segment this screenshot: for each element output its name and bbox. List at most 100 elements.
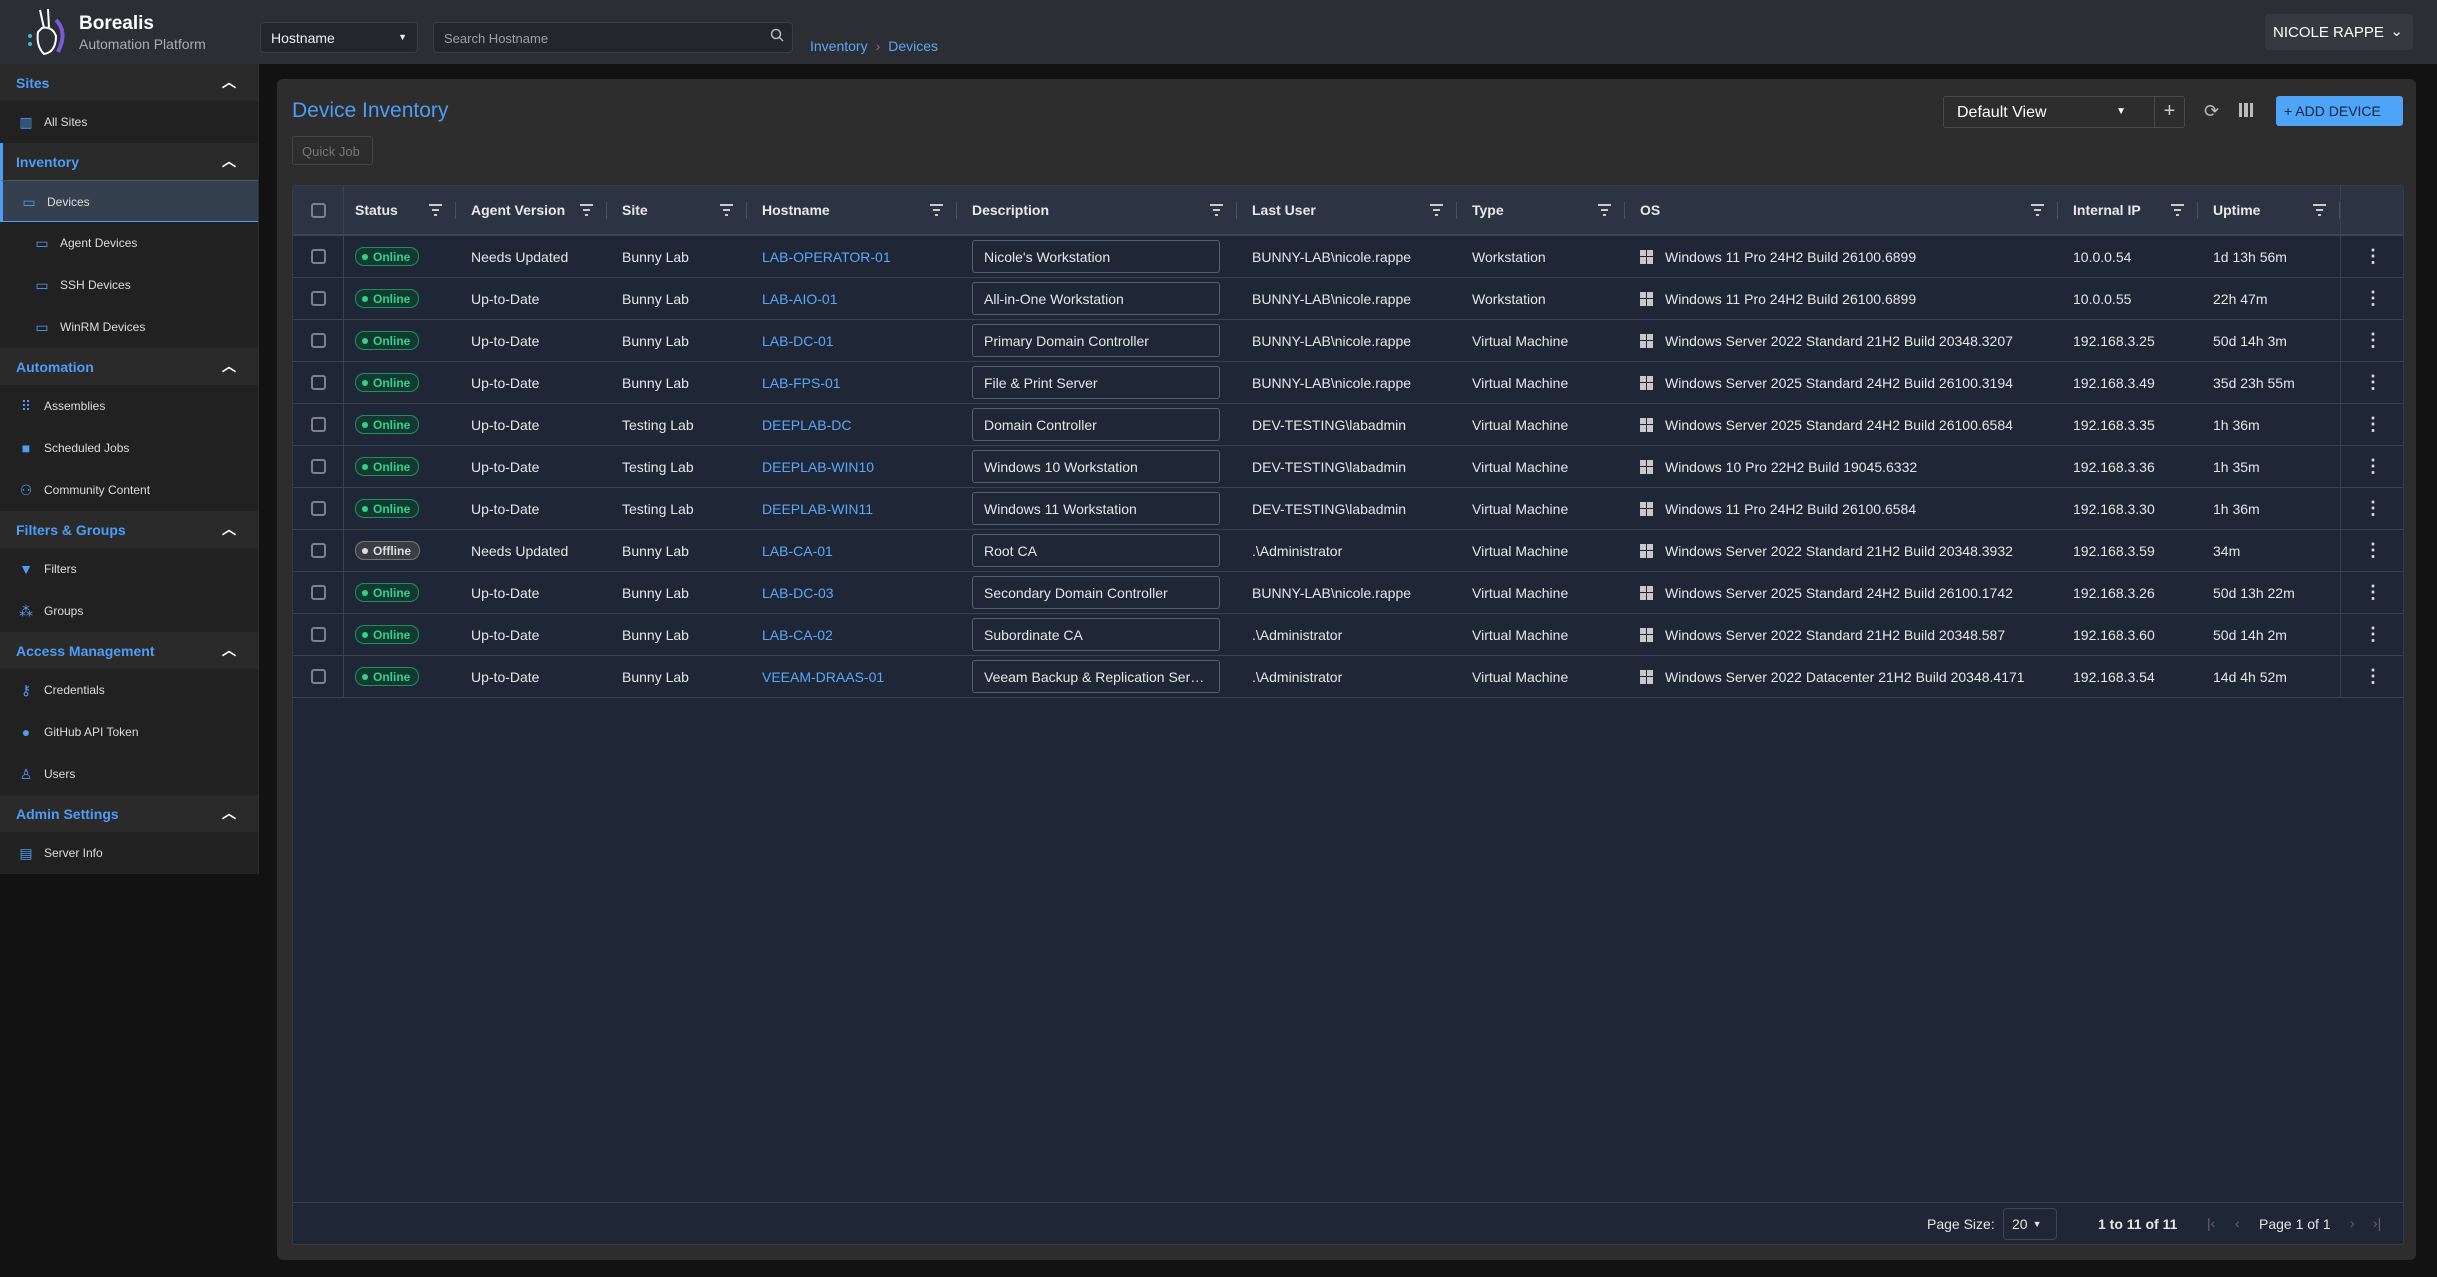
sidebar-item-agent-devices[interactable]: ▭ Agent Devices (0, 222, 258, 264)
first-page-icon[interactable]: |‹ (2207, 1215, 2216, 1231)
description-input[interactable]: Domain Controller (972, 408, 1220, 441)
chevron-up-icon[interactable]: ︿ (222, 521, 236, 537)
hostname-link[interactable]: LAB-AIO-01 (762, 290, 838, 307)
chevron-up-icon[interactable]: ︿ (222, 805, 236, 821)
filter-icon[interactable] (580, 203, 593, 216)
sidebar-item-all-sites[interactable]: ▥ All Sites (0, 101, 258, 143)
description-input[interactable]: Windows 11 Workstation (972, 492, 1220, 525)
sidebar-section-inventory[interactable]: Inventory ︿ (0, 143, 258, 180)
column-header-last-user[interactable]: Last User (1237, 186, 1457, 234)
row-checkbox[interactable] (310, 417, 326, 432)
page-size-select[interactable]: 20 ▼ (2003, 1208, 2057, 1240)
more-vert-icon[interactable]: ⋮ (2364, 582, 2382, 602)
row-checkbox[interactable] (310, 249, 326, 264)
column-header-agent-version[interactable]: Agent Version (456, 186, 607, 234)
select-all-checkbox[interactable] (310, 202, 326, 218)
prev-page-icon[interactable]: ‹ (2235, 1215, 2240, 1231)
row-checkbox[interactable] (310, 291, 326, 306)
description-input[interactable]: File & Print Server (972, 366, 1220, 399)
column-header-site[interactable]: Site (607, 186, 747, 234)
filter-icon[interactable] (2171, 203, 2184, 216)
hostname-link[interactable]: LAB-CA-02 (762, 626, 833, 643)
hostname-link[interactable]: VEEAM-DRAAS-01 (762, 668, 885, 685)
sidebar-section-access-management[interactable]: Access Management ︿ (0, 632, 258, 669)
add-view-button[interactable]: + (2154, 97, 2184, 127)
quick-job-button[interactable]: Quick Job (292, 136, 373, 165)
sidebar-section-filters-groups[interactable]: Filters & Groups ︿ (0, 511, 258, 548)
table-row[interactable]: Online Up-to-Date Testing Lab DEEPLAB-WIN10… (293, 446, 2403, 488)
chevron-up-icon[interactable]: ︿ (222, 153, 236, 169)
row-checkbox[interactable] (310, 333, 326, 348)
sidebar-section-sites[interactable]: Sites ︿ (0, 64, 258, 101)
hostname-link[interactable]: DEEPLAB-DC (762, 416, 852, 433)
sidebar-section-automation[interactable]: Automation ︿ (0, 348, 258, 385)
hostname-link[interactable]: LAB-DC-03 (762, 584, 834, 601)
column-header-internal-ip[interactable]: Internal IP (2058, 186, 2198, 234)
sidebar-item-scheduled-jobs[interactable]: ■ Scheduled Jobs (0, 427, 258, 469)
filter-icon[interactable] (930, 203, 943, 216)
table-row[interactable]: Online Up-to-Date Bunny Lab LAB-AIO-01 All-i… (293, 278, 2403, 320)
sidebar-item-credentials[interactable]: ⚷ Credentials (0, 669, 258, 711)
sidebar-item-groups[interactable]: ⁂ Groups (0, 590, 258, 632)
hostname-link[interactable]: DEEPLAB-WIN10 (762, 458, 875, 475)
hostname-link[interactable]: LAB-DC-01 (762, 332, 834, 349)
filter-icon[interactable] (1210, 203, 1223, 216)
more-vert-icon[interactable]: ⋮ (2364, 372, 2382, 392)
sidebar-item-winrm-devices[interactable]: ▭ WinRM Devices (0, 306, 258, 348)
filter-icon[interactable] (429, 203, 442, 216)
filter-icon[interactable] (1598, 203, 1611, 216)
table-row[interactable]: Online Up-to-Date Bunny Lab LAB-DC-01 Primar… (293, 320, 2403, 362)
hostname-link[interactable]: DEEPLAB-WIN11 (762, 500, 873, 517)
sidebar-item-assemblies[interactable]: ⠿ Assemblies (0, 385, 258, 427)
more-vert-icon[interactable]: ⋮ (2364, 456, 2382, 476)
row-checkbox[interactable] (310, 375, 326, 390)
description-input[interactable]: Windows 10 Workstation (972, 450, 1220, 483)
description-input[interactable]: Root CA (972, 534, 1220, 567)
row-checkbox[interactable] (310, 627, 326, 642)
column-header-os[interactable]: OS (1625, 186, 2058, 234)
filter-icon[interactable] (2313, 203, 2326, 216)
column-header-uptime[interactable]: Uptime (2198, 186, 2340, 234)
table-row[interactable]: Online Up-to-Date Bunny Lab LAB-DC-03 Second… (293, 572, 2403, 614)
row-checkbox[interactable] (310, 459, 326, 474)
description-input[interactable]: Veeam Backup & Replication Server (972, 660, 1220, 693)
description-input[interactable]: Primary Domain Controller (972, 324, 1220, 357)
sidebar-item-ssh-devices[interactable]: ▭ SSH Devices (0, 264, 258, 306)
description-input[interactable]: All-in-One Workstation (972, 282, 1220, 315)
sidebar-item-filters[interactable]: ▼ Filters (0, 548, 258, 590)
more-vert-icon[interactable]: ⋮ (2364, 330, 2382, 350)
sidebar-item-github-api-token[interactable]: ● GitHub API Token (0, 711, 258, 753)
chevron-up-icon[interactable]: ︿ (222, 74, 236, 90)
sidebar-item-devices[interactable]: ▭ Devices (0, 180, 258, 222)
table-row[interactable]: Online Up-to-Date Testing Lab DEEPLAB-WIN11… (293, 488, 2403, 530)
hostname-link[interactable]: LAB-FPS-01 (762, 374, 841, 391)
filter-icon[interactable] (720, 203, 733, 216)
next-page-icon[interactable]: › (2350, 1215, 2355, 1231)
table-row[interactable]: Online Up-to-Date Bunny Lab LAB-FPS-01 File … (293, 362, 2403, 404)
search-input[interactable]: Search Hostname (433, 22, 793, 53)
chevron-up-icon[interactable]: ︿ (222, 642, 236, 658)
table-row[interactable]: Online Up-to-Date Bunny Lab VEEAM-DRAAS-01 V… (293, 656, 2403, 698)
view-select[interactable]: Default View ▼ + (1943, 96, 2185, 128)
sidebar-section-admin-settings[interactable]: Admin Settings ︿ (0, 795, 258, 832)
user-menu-button[interactable]: NICOLE RAPPE ⌄ (2265, 14, 2413, 50)
table-row[interactable]: Online Up-to-Date Bunny Lab LAB-CA-02 Subord… (293, 614, 2403, 656)
more-vert-icon[interactable]: ⋮ (2364, 414, 2382, 434)
sidebar-item-users[interactable]: ♙ Users (0, 753, 258, 795)
refresh-icon[interactable]: ⟳ (2204, 101, 2220, 121)
add-device-button[interactable]: + ADD DEVICE (2276, 96, 2403, 126)
last-page-icon[interactable]: ›| (2373, 1215, 2382, 1231)
more-vert-icon[interactable]: ⋮ (2364, 246, 2382, 266)
more-vert-icon[interactable]: ⋮ (2364, 666, 2382, 686)
breadcrumb-inventory[interactable]: Inventory (810, 38, 868, 54)
more-vert-icon[interactable]: ⋮ (2364, 498, 2382, 518)
column-header-description[interactable]: Description (957, 186, 1237, 234)
description-input[interactable]: Nicole's Workstation (972, 240, 1220, 273)
filter-icon[interactable] (1430, 203, 1443, 216)
row-checkbox[interactable] (310, 543, 326, 558)
filter-icon[interactable] (2031, 203, 2044, 216)
column-header-status[interactable]: Status (344, 186, 456, 234)
row-checkbox[interactable] (310, 501, 326, 516)
more-vert-icon[interactable]: ⋮ (2364, 540, 2382, 560)
row-checkbox[interactable] (310, 669, 326, 684)
